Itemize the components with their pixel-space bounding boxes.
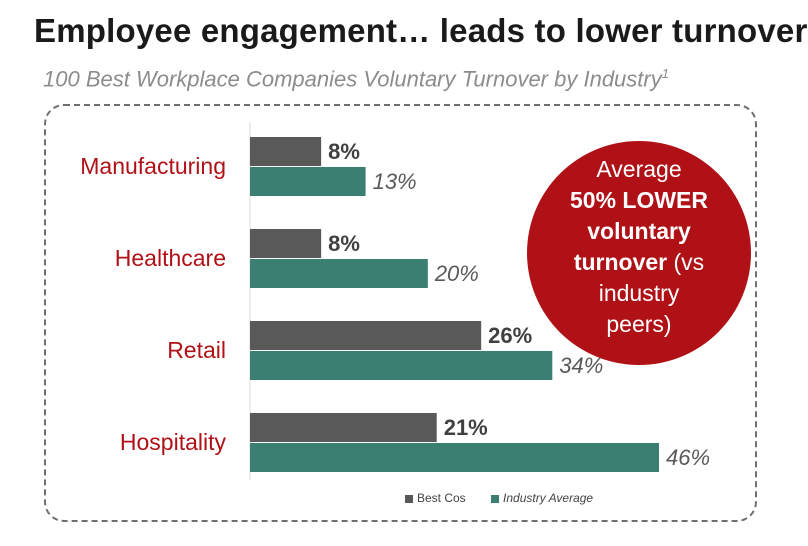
legend-item-best-cos: Best Cos: [405, 491, 466, 505]
callout-bold-word-2: turnover: [573, 249, 668, 275]
data-label-best-cos-hospitality: 21%: [444, 415, 488, 440]
data-label-industry-average-manufacturing: 13%: [373, 169, 417, 194]
data-label-industry-average-retail: 34%: [559, 353, 603, 378]
data-label-best-cos-healthcare: 8%: [328, 231, 360, 256]
callout-line-4: turnover (vs: [527, 247, 751, 278]
legend-label-industry-average: Industry Average: [503, 491, 594, 505]
chart-subtitle: 100 Best Workplace Companies Voluntary T…: [43, 66, 669, 92]
category-label-retail: Retail: [167, 337, 226, 363]
bar-best-cos-healthcare: [250, 229, 322, 258]
footnote-marker: 1: [661, 66, 669, 81]
category-label-healthcare: Healthcare: [115, 245, 226, 271]
legend-label-best-cos: Best Cos: [417, 491, 466, 505]
bar-best-cos-hospitality: [250, 413, 437, 442]
category-label-manufacturing: Manufacturing: [80, 153, 226, 179]
legend-swatch-industry-average: [491, 494, 500, 503]
callout-highlight: 50% LOWER: [569, 187, 709, 213]
bar-industry-average-retail: [250, 351, 553, 380]
callout-line-2: 50% LOWER: [527, 185, 751, 216]
bar-industry-average-manufacturing: [250, 167, 366, 196]
bar-industry-average-healthcare: [250, 259, 428, 288]
chart-legend: Best Cos Industry Average: [405, 491, 593, 505]
page-title: Employee engagement… leads to lower turn…: [34, 12, 808, 49]
callout-line-5: industry: [598, 280, 680, 306]
callout-line-1: Average: [596, 156, 682, 182]
data-label-industry-average-healthcare: 20%: [434, 261, 479, 286]
bar-best-cos-retail: [250, 321, 482, 350]
data-label-best-cos-retail: 26%: [488, 323, 532, 348]
callout-line-6: peers): [606, 311, 672, 337]
summary-callout: Average 50% LOWER voluntary turnover (vs…: [527, 141, 751, 365]
callout-bold-word: voluntary: [587, 218, 691, 244]
chart-frame: [44, 104, 757, 522]
legend-swatch-best-cos: [405, 494, 413, 503]
subtitle-text: 100 Best Workplace Companies Voluntary T…: [43, 66, 662, 92]
data-label-industry-average-hospitality: 46%: [666, 445, 710, 470]
callout-text: (vs: [667, 249, 705, 275]
bar-best-cos-manufacturing: [250, 137, 322, 166]
legend-item-industry-average: Industry Average: [491, 491, 593, 505]
data-label-best-cos-manufacturing: 8%: [328, 139, 360, 164]
category-label-hospitality: Hospitality: [120, 429, 227, 455]
bar-industry-average-hospitality: [250, 443, 659, 472]
callout-line-3: voluntary: [527, 216, 751, 247]
